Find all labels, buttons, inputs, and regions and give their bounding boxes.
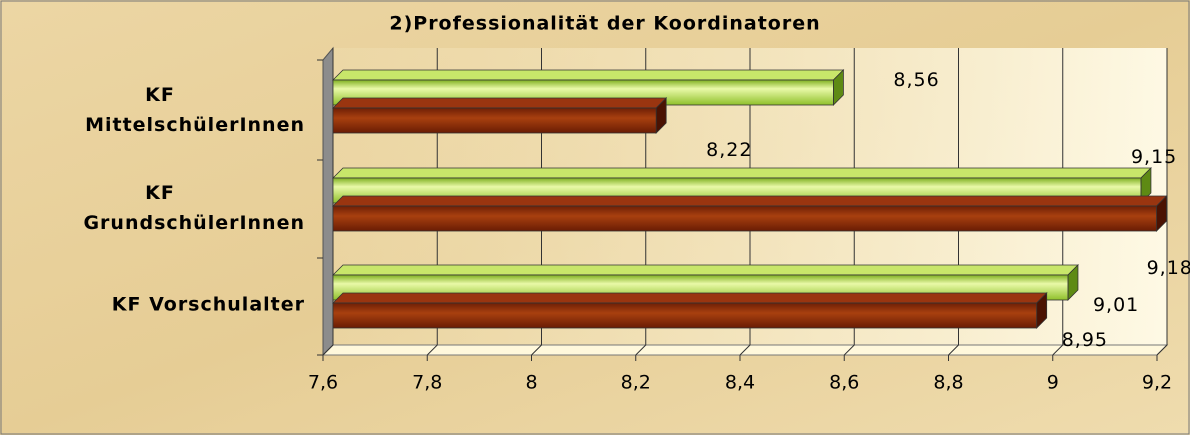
- grid-line: [1052, 48, 1064, 356]
- grid-line: [531, 48, 542, 356]
- x-tick-label: 7,6: [308, 372, 338, 394]
- grid-line: [843, 48, 855, 356]
- y-tick-label-line: KF: [145, 84, 175, 106]
- bar-top: [332, 264, 1079, 276]
- x-tick-label: 9: [1047, 372, 1059, 394]
- side-wall: [322, 46, 334, 357]
- value-label: 9,15: [1131, 146, 1177, 168]
- y-tick-label-line: MittelschülerInnen: [85, 114, 305, 136]
- grid-line: [322, 48, 334, 356]
- grid-line: [1156, 48, 1168, 356]
- bar-top: [332, 69, 845, 81]
- y-tick-label: KF GrundschülerInnen: [83, 182, 305, 234]
- value-label: 8,22: [706, 139, 752, 161]
- x-tick-label: 9,2: [1142, 372, 1172, 394]
- bar-top: [332, 292, 1048, 304]
- y-tick-label-line: GrundschülerInnen: [83, 212, 305, 234]
- y-tick-label-line: KF: [145, 182, 175, 204]
- y-tick-label: KF MittelschülerInnen: [85, 84, 305, 136]
- grid-line: [739, 48, 751, 356]
- bar-top: [332, 97, 668, 109]
- bar-top: [332, 195, 1168, 207]
- grid-line: [635, 48, 647, 356]
- bar: [332, 195, 1168, 232]
- chart-title: 2)Professionalität der Koordinatoren: [389, 13, 820, 35]
- bar-front: [332, 107, 657, 134]
- x-tick-label: 8,2: [621, 372, 651, 394]
- value-label: 8,56: [893, 69, 939, 91]
- y-tick-label: KF Vorschulalter: [112, 294, 305, 316]
- x-tick-label: 8: [525, 372, 537, 394]
- bar-front: [332, 205, 1157, 232]
- bar: [332, 292, 1048, 329]
- bar-top: [332, 167, 1152, 179]
- value-label: 9,01: [1093, 294, 1139, 316]
- x-tick-label: 7,8: [412, 372, 442, 394]
- x-tick-label: 8,8: [933, 372, 963, 394]
- value-label: 8,95: [1062, 329, 1108, 351]
- bar: [332, 97, 668, 134]
- value-label: 9,18: [1147, 257, 1190, 279]
- bar-front: [332, 302, 1038, 329]
- grid-line: [948, 48, 959, 356]
- grid-line: [426, 48, 438, 356]
- x-tick-label: 8,6: [829, 372, 859, 394]
- x-tick-label: 8,4: [725, 372, 755, 394]
